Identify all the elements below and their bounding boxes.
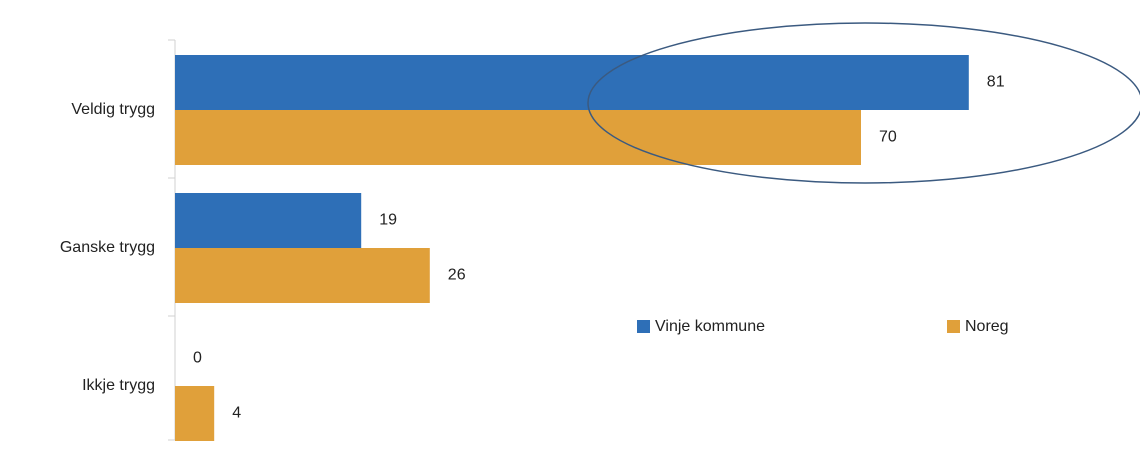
legend-swatch [637, 320, 650, 333]
category-label: Ikkje trygg [82, 377, 155, 394]
bar [175, 248, 430, 303]
plot: Veldig trygg 81 70 Ganske trygg 19 26 Ikkje tr… [60, 55, 1009, 441]
legend-label: Noreg [965, 318, 1009, 335]
bar [175, 386, 215, 441]
legend-swatch [947, 320, 960, 333]
bar [175, 55, 969, 110]
bar [175, 193, 362, 248]
data-label: 26 [448, 267, 466, 284]
legend-label: Vinje kommune [655, 318, 765, 335]
data-label: 70 [879, 129, 897, 146]
category-label: Veldig trygg [71, 101, 155, 118]
data-label: 4 [232, 405, 241, 422]
data-label: 0 [193, 350, 202, 367]
highlight-ellipse [587, 22, 1140, 184]
data-label: 81 [987, 74, 1005, 91]
category-label: Ganske trygg [60, 239, 155, 256]
data-label: 19 [379, 212, 397, 229]
bar [175, 110, 861, 165]
